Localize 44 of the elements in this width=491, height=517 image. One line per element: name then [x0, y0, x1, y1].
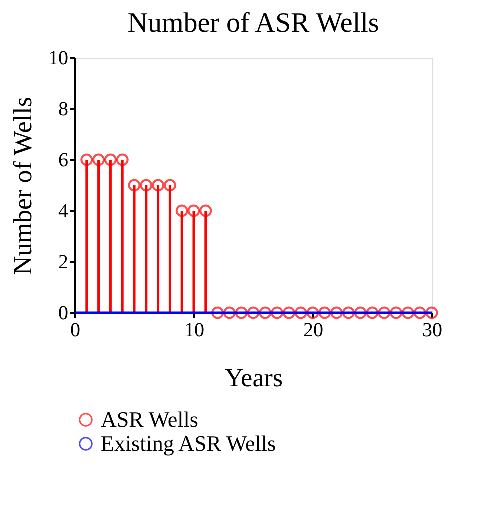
- legend-label: ASR Wells: [101, 407, 198, 432]
- legend-label: Existing ASR Wells: [101, 431, 276, 456]
- y-tick-label: 4: [58, 200, 68, 222]
- point: [176, 204, 188, 218]
- point: [402, 306, 414, 320]
- point: [164, 179, 176, 192]
- point: [212, 306, 224, 320]
- point: [104, 154, 117, 166]
- x-tick-label: 20: [304, 320, 324, 342]
- y-tick-label: 10: [48, 48, 68, 70]
- point: [235, 306, 248, 320]
- point: [366, 306, 379, 320]
- y-tick-label: 0: [58, 302, 68, 324]
- point: [92, 154, 106, 166]
- y-tick-label: 6: [58, 150, 68, 172]
- point: [188, 204, 200, 218]
- point: [259, 306, 272, 320]
- point: [247, 306, 260, 320]
- point: [306, 306, 320, 320]
- point: [223, 306, 236, 320]
- point: [330, 306, 344, 320]
- point: [414, 306, 426, 320]
- point: [140, 179, 153, 192]
- point: [294, 306, 308, 320]
- chart-title: Number of ASR Wells: [128, 8, 380, 39]
- x-tick-label: 10: [184, 320, 204, 342]
- y-axis-title: Number of Wells: [8, 97, 38, 275]
- point: [378, 306, 391, 320]
- point: [80, 154, 94, 166]
- x-tick-label: 30: [422, 320, 442, 342]
- point: [342, 306, 355, 320]
- point: [200, 204, 212, 218]
- point: [426, 306, 438, 320]
- point: [390, 306, 403, 320]
- y-tick-label: 2: [58, 252, 68, 274]
- y-tick-label: 8: [58, 98, 68, 120]
- point: [318, 306, 332, 320]
- point: [128, 179, 141, 192]
- point: [152, 179, 165, 192]
- point: [271, 306, 284, 320]
- x-axis-title: Years: [224, 364, 284, 392]
- point: [116, 154, 129, 166]
- point: [354, 306, 367, 320]
- point: [282, 306, 296, 320]
